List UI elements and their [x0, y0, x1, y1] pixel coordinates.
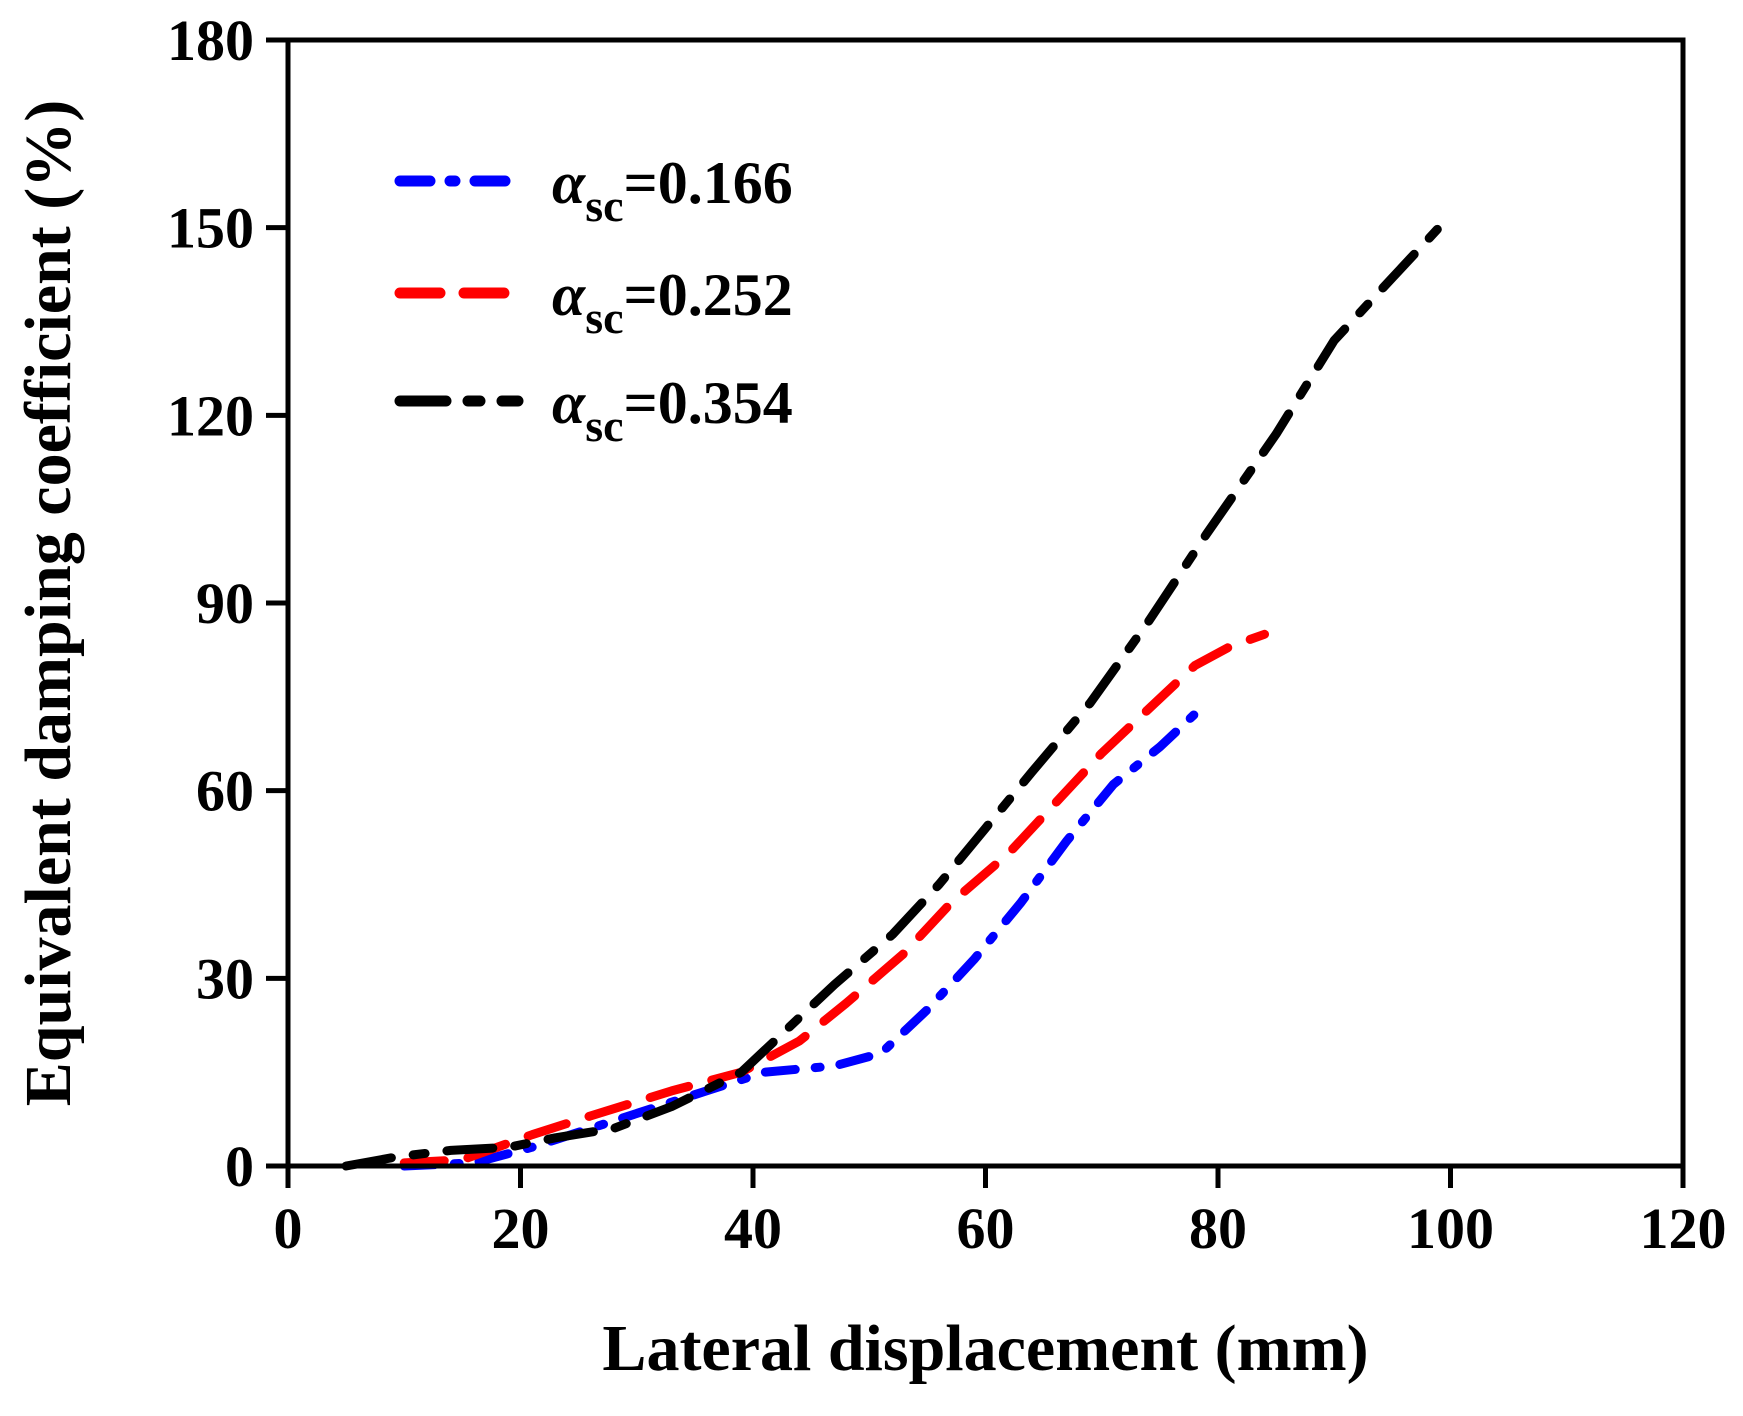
x-axis-title: Lateral displacement (mm) — [602, 1312, 1368, 1385]
series-line-2 — [341, 210, 1455, 1171]
y-tick-label-2: 60 — [196, 759, 254, 824]
x-tick-label-6: 120 — [1640, 1196, 1727, 1261]
legend-symbol-2: α — [552, 370, 586, 436]
y-axis-title: Equivalent damping coefficient (%) — [12, 100, 85, 1106]
legend-label-1: αsc=0.252 — [552, 262, 793, 343]
legend-value-1: =0.252 — [624, 262, 793, 328]
legend-value-2: =0.354 — [624, 370, 793, 436]
series-layer — [341, 210, 1455, 1171]
legend-symbol-0: α — [552, 150, 586, 216]
x-tick-label-1: 20 — [492, 1196, 550, 1261]
legend-label-2: αsc=0.354 — [552, 370, 793, 451]
y-tick-label-6: 180 — [167, 8, 254, 73]
legend-subscript-2: sc — [585, 400, 623, 451]
y-tick-label-1: 30 — [196, 946, 254, 1011]
x-tick-label-0: 0 — [274, 1196, 303, 1261]
x-tick-label-4: 80 — [1189, 1196, 1247, 1261]
legend-subscript-1: sc — [585, 292, 623, 343]
series-line-1 — [399, 629, 1269, 1168]
legend-value-0: =0.166 — [624, 150, 793, 216]
x-tick-label-3: 60 — [957, 1196, 1015, 1261]
y-tick-label-3: 90 — [196, 571, 254, 636]
y-tick-label-5: 150 — [167, 196, 254, 261]
legend-subscript-0: sc — [585, 180, 623, 231]
y-tick-label-4: 120 — [167, 383, 254, 448]
x-tick-label-2: 40 — [724, 1196, 782, 1261]
legend-symbol-1: α — [552, 262, 586, 328]
legend-label-0: αsc=0.166 — [552, 150, 793, 231]
ticks-layer: 0 20 40 60 80 100 120 0 30 60 90 120 150 180 — [167, 8, 1727, 1261]
y-tick-label-0: 0 — [225, 1134, 254, 1199]
x-tick-label-5: 100 — [1407, 1196, 1494, 1261]
